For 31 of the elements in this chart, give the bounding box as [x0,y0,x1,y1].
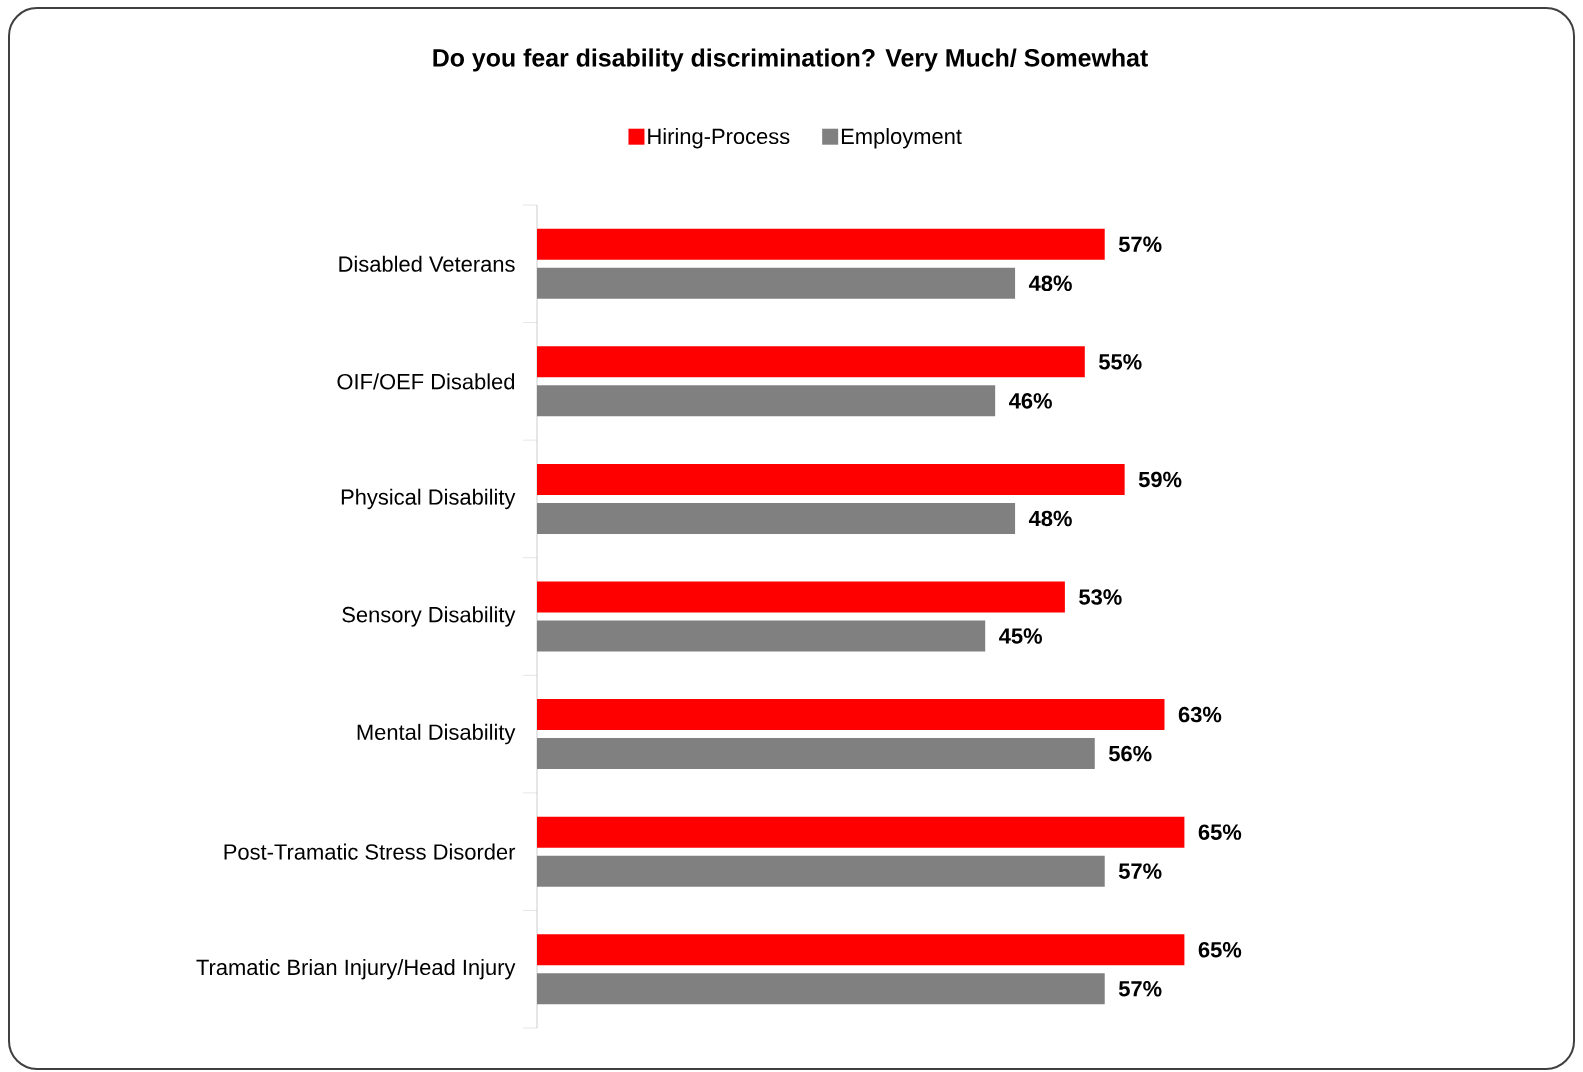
data-label: 53% [1079,589,1122,605]
data-label: 46% [1009,393,1052,409]
bar [537,463,1125,495]
y-tick-label: Disabled Veterans [339,255,515,272]
y-tick-label: Physical Disability [341,488,516,510]
data-label: 65% [1198,941,1242,958]
data-label: 57% [1118,236,1162,253]
y-tick-label: Sensory Disability [342,606,516,627]
data-label: 63% [1178,706,1222,723]
data-label: 65% [1198,824,1242,840]
y-tick-label: Tramatic Brian Injury/Head Injury [196,959,516,980]
data-label: 48% [1028,510,1072,527]
bar [537,699,1165,731]
data-label: 45% [999,628,1042,644]
data-label: 57% [1118,980,1162,997]
chart-title: Do you fear disability discrimination? Very Much/ Somewhat [433,48,1148,72]
y-tick-label: Mental Disability [357,723,516,745]
bar [537,816,1185,848]
bar [537,346,1085,378]
bar [537,228,1105,260]
data-label: 55% [1099,354,1142,370]
bar [537,934,1185,966]
data-label: 56% [1108,745,1152,762]
legend-label: Hiring-Process [648,128,790,149]
data-label: 48% [1028,275,1072,292]
y-tick-label: OIF/OEF Disabled [337,373,515,390]
y-tick-label: Post-Tramatic Stress Disorder [224,843,516,860]
bar [537,581,1065,613]
data-label: 57% [1118,863,1162,879]
data-label: 59% [1138,471,1182,488]
legend-label: Employment [841,128,962,149]
